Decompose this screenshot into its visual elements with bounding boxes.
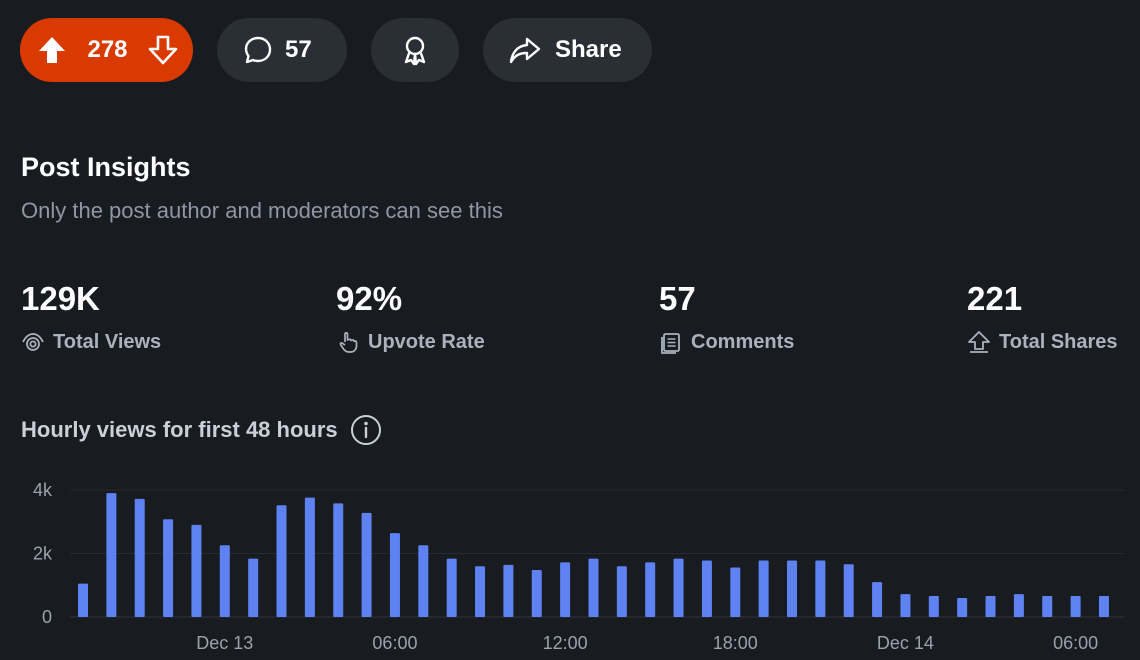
bar[interactable] <box>560 562 571 617</box>
upvote-arrow-icon <box>39 37 65 63</box>
bar[interactable] <box>900 594 911 617</box>
bar[interactable] <box>333 503 344 617</box>
bar[interactable] <box>985 596 996 617</box>
award-icon <box>404 36 426 66</box>
vote-count: 278 <box>87 36 128 63</box>
insights-title: Post Insights <box>21 152 191 182</box>
eye-icon <box>22 333 44 351</box>
bar[interactable] <box>872 582 883 617</box>
bar[interactable] <box>163 519 174 617</box>
comments-button[interactable]: 57 <box>217 18 347 82</box>
bar[interactable] <box>957 597 968 617</box>
bar[interactable] <box>219 545 230 617</box>
bar[interactable] <box>758 560 769 617</box>
stat-value: 92% <box>336 280 403 317</box>
stat-label: Comments <box>691 330 795 353</box>
info-icon[interactable] <box>350 414 382 446</box>
bar[interactable] <box>304 497 315 617</box>
stat-label: Total Views <box>53 330 162 353</box>
stat-value: 129K <box>21 280 100 317</box>
bar[interactable] <box>78 583 88 617</box>
x-tick-label: Dec 13 <box>196 633 253 653</box>
bar[interactable] <box>361 512 372 617</box>
x-tick-label: 06:00 <box>1053 633 1098 653</box>
award-button[interactable] <box>371 18 459 82</box>
bar[interactable] <box>446 558 457 617</box>
x-tick-label: Dec 14 <box>877 633 934 653</box>
insights-subtitle: Only the post author and moderators can … <box>21 198 503 223</box>
stat-label: Upvote Rate <box>368 330 485 353</box>
bar[interactable] <box>645 562 656 617</box>
share-arrow-icon <box>968 331 990 353</box>
bar[interactable] <box>1013 594 1024 617</box>
stat-total-shares: 221 Total Shares <box>967 280 1118 354</box>
bar[interactable] <box>248 558 259 617</box>
comments-doc-icon <box>661 333 680 354</box>
bar[interactable] <box>1070 596 1081 617</box>
bar[interactable] <box>673 558 684 617</box>
bar[interactable] <box>701 560 712 617</box>
bar[interactable] <box>843 564 854 617</box>
bar[interactable] <box>134 498 145 617</box>
bar[interactable] <box>276 505 287 617</box>
x-tick-label: 06:00 <box>372 633 417 653</box>
bar[interactable] <box>475 566 486 617</box>
bar[interactable] <box>503 564 514 617</box>
share-icon <box>509 37 541 64</box>
bar[interactable] <box>1042 596 1053 617</box>
comment-count: 57 <box>285 36 312 63</box>
bar[interactable] <box>815 560 826 617</box>
hourly-views-chart: 0 2k 4k Dec 13 06:00 12:00 18:00 Dec 14 06:00 <box>33 480 1124 653</box>
bar[interactable] <box>106 493 117 617</box>
downvote-arrow-icon <box>148 35 178 65</box>
share-button[interactable]: Share <box>483 18 652 82</box>
y-tick-label: 2k <box>33 544 53 564</box>
comment-bubble-icon <box>244 36 272 64</box>
vote-bar: 278 <box>20 18 193 82</box>
bar[interactable] <box>389 533 400 617</box>
x-tick-label: 18:00 <box>713 633 758 653</box>
y-tick-label: 4k <box>33 480 53 500</box>
y-tick-label: 0 <box>42 607 52 627</box>
bar[interactable] <box>928 596 939 617</box>
bar[interactable] <box>531 570 542 617</box>
bar[interactable] <box>191 524 202 617</box>
stat-label: Total Shares <box>999 330 1118 353</box>
chart-title-text: Hourly views for first 48 hours <box>21 417 338 442</box>
stat-total-views: 129K Total Views <box>21 280 161 354</box>
chart-title: Hourly views for first 48 hours <box>21 414 382 446</box>
downvote-button[interactable] <box>147 34 179 66</box>
share-label: Share <box>555 36 622 63</box>
bar[interactable] <box>616 566 627 617</box>
hand-pointer-icon <box>339 332 358 353</box>
stat-comments: 57 Comments <box>659 280 794 354</box>
x-tick-label: 12:00 <box>543 633 588 653</box>
upvote-button[interactable] <box>36 34 68 66</box>
bar[interactable] <box>730 567 741 617</box>
bar[interactable] <box>1098 596 1109 617</box>
stat-upvote-rate: 92% Upvote Rate <box>336 280 485 354</box>
stat-value: 221 <box>967 280 1023 317</box>
bar[interactable] <box>418 545 429 617</box>
bar[interactable] <box>588 558 599 617</box>
bar[interactable] <box>787 560 797 617</box>
stat-value: 57 <box>659 280 696 317</box>
